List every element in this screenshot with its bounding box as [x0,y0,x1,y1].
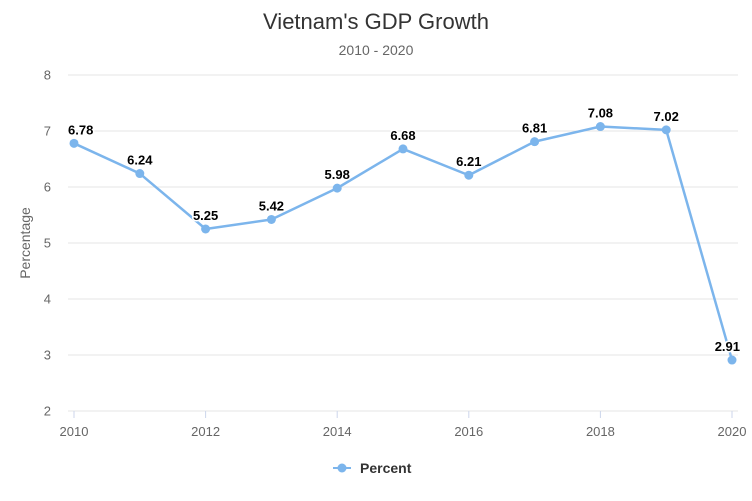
x-tick-label: 2016 [454,424,483,439]
y-tick-label: 6 [44,180,51,195]
x-tick-label: 2010 [60,424,89,439]
data-point-2016[interactable] [464,170,474,180]
chart-title: Vietnam's GDP Growth [263,9,489,34]
data-point-2010[interactable] [69,138,79,148]
data-label-2020: 2.91 [715,339,740,354]
y-axis-ticks: 2 3 4 5 6 7 8 [44,68,51,419]
data-label-2011: 6.24 [127,153,153,168]
data-point-2019[interactable] [661,125,671,135]
legend-marker-icon [337,463,347,473]
data-label-2010: 6.78 [68,122,93,137]
data-point-2018[interactable] [595,122,605,132]
y-tick-label: 7 [44,124,51,139]
y-tick-label: 3 [44,348,51,363]
y-axis-title: Percentage [17,207,33,279]
x-tick-label: 2012 [191,424,220,439]
data-label-2012: 5.25 [193,208,218,223]
data-label-2014: 5.98 [325,167,350,182]
y-tick-label: 2 [44,404,51,419]
data-point-2013[interactable] [266,214,276,224]
data-label-2017: 6.81 [522,121,547,136]
y-tick-label: 8 [44,68,51,83]
x-axis-ticks: 2010 2012 2014 2016 2018 2020 [60,411,747,439]
data-label-2018: 7.08 [588,106,613,121]
y-tick-label: 4 [44,292,51,307]
data-label-2015: 6.68 [390,128,415,143]
legend[interactable]: Percent [333,460,412,476]
data-point-2014[interactable] [332,183,342,193]
data-point-2015[interactable] [398,144,408,154]
x-tick-label: 2020 [718,424,747,439]
x-tick-label: 2018 [586,424,615,439]
legend-label-percent[interactable]: Percent [360,460,412,476]
data-label-2016: 6.21 [456,154,481,169]
chart-subtitle: 2010 - 2020 [339,42,414,58]
data-label-2019: 7.02 [654,109,679,124]
x-tick-label: 2014 [323,424,352,439]
data-point-2020[interactable] [727,355,737,365]
data-point-2012[interactable] [201,224,211,234]
data-label-2013: 5.42 [259,198,284,213]
data-labels: 6.78 6.24 5.25 5.42 5.98 6.68 6.21 6.81 7.08 7.02… [67,104,742,356]
data-point-2011[interactable] [135,169,145,179]
grid-lines [68,74,738,412]
data-point-2017[interactable] [530,137,540,147]
y-tick-label: 5 [44,236,51,251]
series-percent [69,122,737,365]
